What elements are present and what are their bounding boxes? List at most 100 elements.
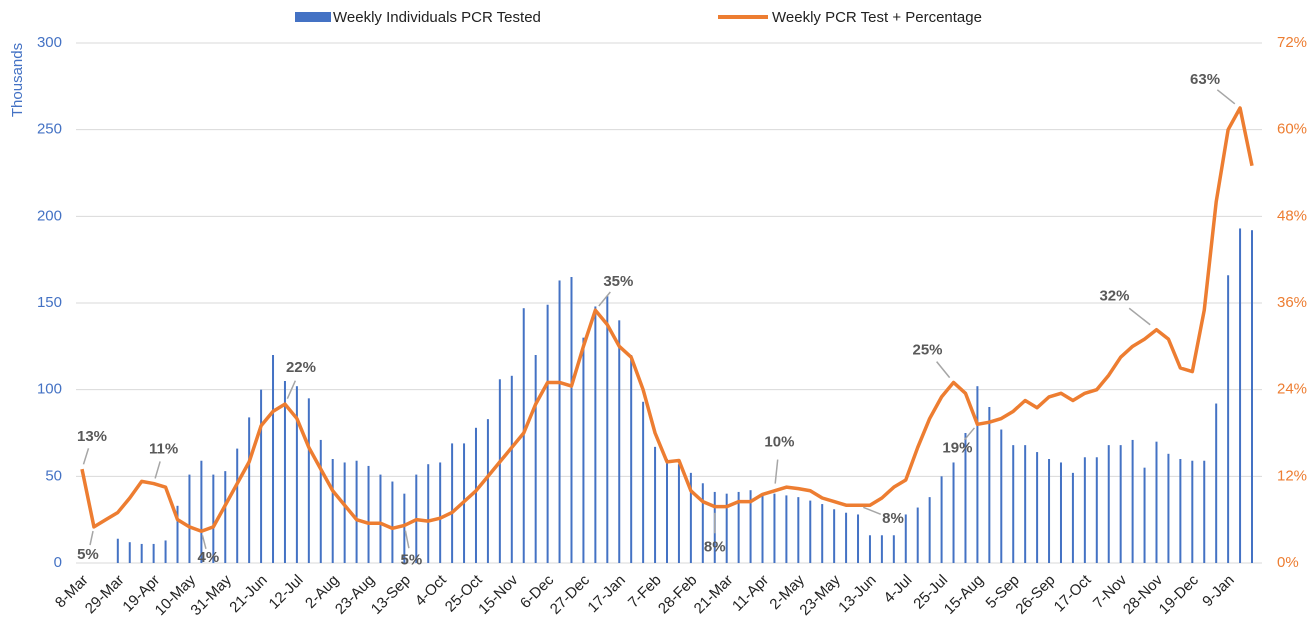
- x-tick-label: 9-Jan: [1199, 572, 1238, 611]
- bar: [916, 507, 919, 563]
- bar: [176, 505, 179, 563]
- x-tick-label: 23-May: [796, 571, 844, 619]
- bar: [725, 493, 728, 563]
- bar: [797, 497, 800, 563]
- data-label: 25%: [913, 341, 943, 358]
- bar: [606, 296, 609, 563]
- bar: [952, 462, 955, 563]
- bar: [868, 535, 871, 563]
- bar: [1155, 441, 1158, 563]
- bar: [1215, 403, 1218, 563]
- x-tick-label: 19-Dec: [1156, 571, 1203, 618]
- bar: [630, 355, 633, 563]
- bar: [343, 462, 346, 563]
- bar: [1071, 472, 1074, 563]
- bar: [988, 407, 991, 563]
- bar: [1119, 445, 1122, 563]
- leader-line: [1128, 307, 1151, 326]
- bar: [498, 379, 501, 563]
- bar: [976, 386, 979, 563]
- x-tick-label: 17-Oct: [1051, 571, 1095, 615]
- bar: [1024, 445, 1027, 563]
- x-tick-label: 28-Feb: [655, 572, 701, 618]
- bar: [379, 474, 382, 563]
- bar: [940, 476, 943, 563]
- leader-line: [1216, 89, 1236, 105]
- bar: [928, 497, 931, 563]
- bar: [749, 490, 752, 563]
- bar: [1059, 462, 1062, 563]
- bar: [666, 459, 668, 563]
- bar: [904, 514, 907, 563]
- x-tick-label: 17-Jan: [584, 572, 628, 616]
- y2-tick-label: 48%: [1277, 207, 1307, 224]
- bar: [427, 464, 430, 563]
- x-tick-label: 26-Sep: [1012, 572, 1058, 618]
- data-label: 35%: [603, 273, 633, 290]
- y2-tick-label: 36%: [1277, 294, 1307, 311]
- data-label: 63%: [1190, 71, 1220, 88]
- x-tick-label: 31-May: [188, 571, 236, 619]
- bar: [677, 464, 680, 563]
- data-label: 5%: [77, 546, 99, 563]
- y-tick-label: 0: [54, 554, 62, 571]
- bar: [773, 493, 776, 563]
- bar: [1131, 439, 1134, 563]
- bar: [594, 306, 597, 563]
- bar: [1179, 459, 1182, 563]
- bar: [140, 543, 143, 563]
- data-label: 11%: [149, 441, 178, 458]
- data-label: 13%: [77, 428, 107, 445]
- y2-tick-label: 0%: [1277, 554, 1299, 571]
- line: [80, 106, 1254, 533]
- bar: [212, 474, 215, 563]
- x-tick-label: 12-Jul: [266, 572, 307, 613]
- bar: [1251, 230, 1253, 563]
- bar: [248, 417, 251, 563]
- bar: [116, 538, 119, 563]
- y-tick-label: 300: [37, 34, 62, 51]
- data-label: 32%: [1099, 288, 1129, 305]
- x-tick-label: 21-Mar: [691, 572, 737, 618]
- bar: [1167, 453, 1170, 563]
- bar: [701, 483, 704, 563]
- y-tick-label: 100: [37, 381, 62, 398]
- bar: [1239, 228, 1242, 563]
- bar: [1000, 429, 1003, 563]
- legend-label: Weekly PCR Test + Percentage: [772, 9, 982, 26]
- bar: [272, 355, 275, 563]
- bar: [892, 535, 895, 563]
- bar: [451, 443, 454, 563]
- leader-line: [201, 535, 207, 549]
- x-tick-label: 11-Apr: [729, 572, 772, 615]
- leader-line: [89, 530, 94, 546]
- bar: [307, 398, 310, 563]
- leader-line: [598, 291, 611, 307]
- y-tick-label: 150: [37, 294, 62, 311]
- bar: [1203, 460, 1206, 563]
- bar: [474, 427, 477, 563]
- y2-tick-label: 24%: [1277, 381, 1307, 398]
- bar: [558, 280, 561, 563]
- bar: [128, 542, 131, 563]
- bar: [355, 460, 358, 563]
- bar: [439, 462, 442, 563]
- bar: [331, 459, 334, 563]
- bar: [1083, 457, 1086, 563]
- bar: [164, 540, 167, 563]
- x-tick-label: 13-Jun: [835, 572, 879, 616]
- bar: [1036, 452, 1039, 563]
- leader-line: [154, 461, 161, 479]
- leader-line: [404, 530, 410, 549]
- bar: [1012, 445, 1015, 563]
- leader-line: [82, 448, 90, 465]
- y-tick-label: 200: [37, 207, 62, 224]
- bar: [1191, 460, 1194, 563]
- data-label: 19%: [942, 439, 972, 456]
- bar: [200, 460, 203, 563]
- bar: [260, 389, 263, 563]
- y-tick-label: 250: [37, 121, 62, 138]
- bar: [689, 472, 692, 563]
- x-tick-label: 27-Dec: [547, 571, 594, 618]
